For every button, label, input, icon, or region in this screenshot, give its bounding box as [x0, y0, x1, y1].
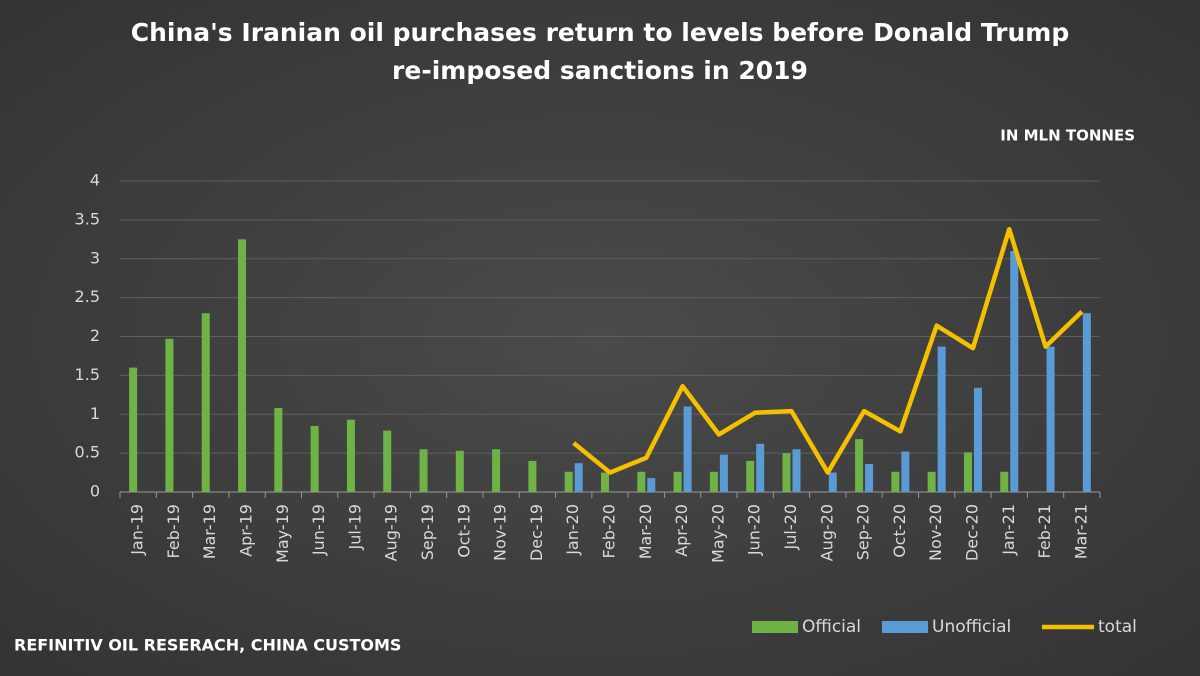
- bar: [891, 471, 900, 492]
- bar: [927, 471, 936, 492]
- y-tick-label: 2.5: [75, 287, 100, 306]
- bar: [865, 464, 874, 492]
- bar: [455, 450, 464, 492]
- bar: [973, 387, 982, 492]
- line: [572, 226, 1084, 475]
- x-tick-label: Mar-19: [200, 504, 219, 559]
- x-tick-label: Apr-20: [672, 504, 691, 557]
- legend-label: total: [1098, 617, 1137, 637]
- y-tick-label: 2: [90, 326, 100, 345]
- x-tick-label: Jan-21: [999, 504, 1018, 556]
- bar: [901, 451, 910, 492]
- legend-label: Official: [802, 617, 861, 637]
- x-tick-label: May-19: [273, 504, 292, 563]
- y-tick-label: 1: [90, 404, 100, 423]
- bar: [673, 471, 682, 492]
- bar: [709, 471, 718, 492]
- bar: [937, 346, 946, 492]
- bar: [238, 239, 247, 492]
- bar: [346, 419, 355, 492]
- x-tick-label: Oct-19: [454, 504, 473, 558]
- bar: [201, 313, 210, 492]
- bar: [383, 430, 392, 492]
- bar: [1082, 313, 1091, 492]
- y-tick-label: 3: [90, 248, 100, 267]
- x-tick-label: Jan-20: [563, 504, 582, 556]
- x-tick-label: Sep-19: [418, 504, 437, 560]
- x-tick-label: Feb-19: [164, 504, 183, 558]
- bar: [637, 471, 646, 492]
- bar: [855, 439, 864, 492]
- x-tick-label: Mar-20: [636, 504, 655, 559]
- bar: [492, 449, 501, 492]
- x-tick-label: Aug-19: [382, 504, 401, 561]
- x-tick-label: Aug-20: [817, 504, 836, 561]
- bar: [719, 454, 728, 492]
- bar: [746, 460, 755, 492]
- bar: [782, 453, 791, 492]
- chart-title: China's Iranian oil purchases return to …: [130, 18, 1070, 85]
- bar: [756, 443, 765, 492]
- bar: [963, 452, 972, 492]
- y-tick-label: 4: [90, 171, 100, 190]
- bar: [528, 460, 537, 492]
- x-tick-label: Mar-21: [1071, 504, 1090, 559]
- x-tick-label: Dec-19: [527, 504, 546, 561]
- x-tick-label: Jun-20: [745, 504, 764, 556]
- x-tick-label: Jul-19: [345, 504, 364, 550]
- bar: [647, 478, 656, 492]
- bar: [1010, 250, 1019, 492]
- x-tick-label: Oct-20: [890, 504, 909, 558]
- x-tick-label: Sep-20: [854, 504, 873, 560]
- bar: [274, 408, 283, 492]
- x-tick-label: Dec-20: [962, 504, 981, 561]
- y-tick-label: 0: [90, 482, 100, 501]
- x-tick-label: Apr-19: [237, 504, 256, 557]
- bar: [574, 463, 583, 492]
- y-tick-label: 3.5: [75, 209, 100, 228]
- chart-source: REFINITIV OIL RESERACH, CHINA CUSTOMS: [14, 636, 401, 655]
- x-tick-label: Feb-20: [600, 504, 619, 558]
- bar: [129, 367, 138, 492]
- x-tick-label: Nov-19: [491, 504, 510, 561]
- bar: [310, 425, 319, 492]
- bar: [1046, 346, 1055, 492]
- bar: [601, 472, 609, 492]
- x-tick-label: Jan-19: [128, 504, 147, 556]
- chart-subtitle: IN MLN TONNES: [1000, 127, 1135, 145]
- x-tick-label: Feb-21: [1035, 504, 1054, 558]
- y-tick-label: 0.5: [75, 443, 100, 462]
- x-tick-label: Nov-20: [926, 504, 945, 561]
- bar: [1000, 471, 1009, 492]
- bar: [165, 338, 174, 492]
- bar: [828, 472, 837, 492]
- y-tick-label: 1.5: [75, 365, 100, 384]
- x-tick-label: May-20: [708, 504, 727, 563]
- x-tick-label: Jun-19: [309, 504, 328, 556]
- bar: [419, 449, 428, 492]
- legend-label: Unofficial: [932, 617, 1011, 637]
- x-tick-label: Jul-20: [781, 504, 800, 550]
- bar: [683, 406, 692, 492]
- bar: [564, 471, 573, 492]
- legend-swatch: [752, 621, 798, 633]
- bar: [792, 449, 801, 492]
- legend-swatch: [882, 621, 928, 633]
